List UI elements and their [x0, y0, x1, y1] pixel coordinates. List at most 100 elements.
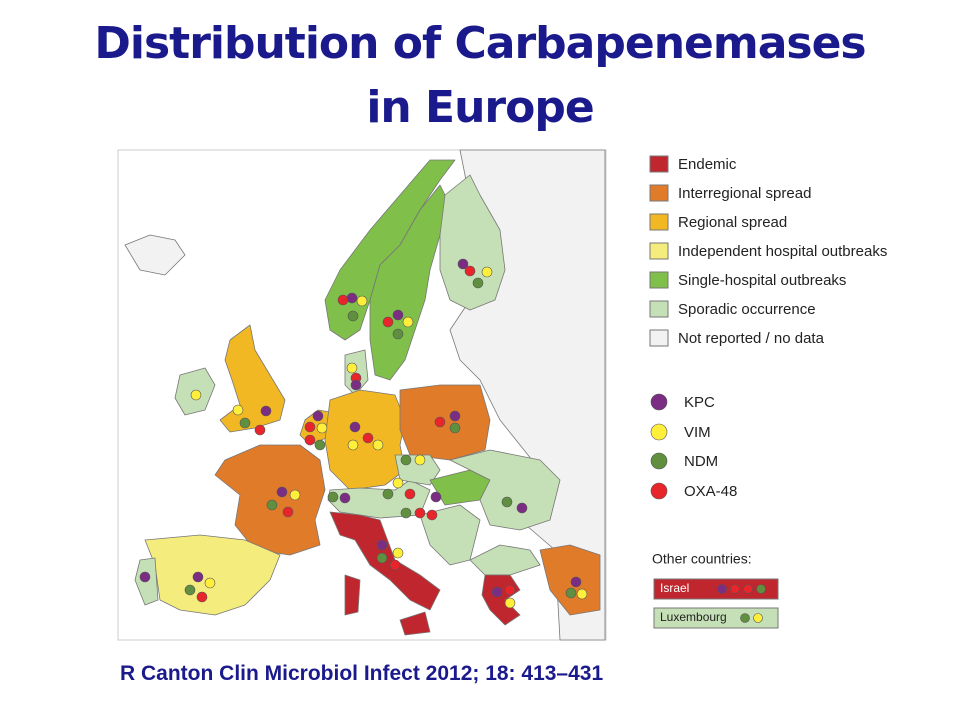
- legend-swatch: [649, 271, 669, 289]
- enzyme-dots: [139, 258, 588, 609]
- enzyme-dot: [400, 507, 412, 519]
- country-label: Israel: [660, 581, 689, 595]
- enzyme-dot: [190, 389, 202, 401]
- enzyme-dot: [392, 309, 404, 321]
- enzyme-dot: [289, 489, 301, 501]
- enzyme-dot: [414, 507, 426, 519]
- enzyme-dot: [426, 509, 438, 521]
- enzyme-dot: [196, 591, 208, 603]
- enzyme-dot: [304, 434, 316, 446]
- enzyme-label: KPC: [684, 394, 715, 411]
- country: [124, 234, 186, 276]
- citation: R Canton Clin Microbiol Infect 2012; 18:…: [120, 662, 604, 685]
- enzyme-dot: [350, 379, 362, 391]
- legend-label: Not reported / no data: [678, 330, 825, 347]
- enzyme-dot: [434, 416, 446, 428]
- enzyme-dot: [312, 410, 324, 422]
- enzyme-dot: [372, 439, 384, 451]
- enzyme-dot: [650, 423, 668, 441]
- enzyme-dot: [139, 571, 151, 583]
- enzyme-dot: [449, 410, 461, 422]
- legend-swatch: [649, 213, 669, 231]
- enzyme-dot: [239, 417, 251, 429]
- enzyme-dot: [400, 454, 412, 466]
- enzyme-dot: [481, 266, 493, 278]
- enzyme-dot: [570, 576, 582, 588]
- legend-swatch: [649, 184, 669, 202]
- legend-label: Independent hospital outbreaks: [678, 243, 887, 260]
- enzyme-dot: [402, 316, 414, 328]
- country-box: [653, 578, 779, 600]
- enzyme-dot: [260, 405, 272, 417]
- legend-label: Interregional spread: [678, 185, 811, 202]
- enzyme-dot: [650, 482, 668, 500]
- slide-title: Distribution of Carbapenemases in Europe: [94, 18, 866, 133]
- enzyme-dot: [337, 294, 349, 306]
- enzyme-dot: [376, 552, 388, 564]
- enzyme-dot: [730, 584, 740, 594]
- enzyme-dot: [349, 421, 361, 433]
- enzyme-label: VIM: [684, 424, 711, 441]
- other-heading: Other countries:: [652, 551, 752, 567]
- enzyme-dot: [464, 265, 476, 277]
- enzyme-dot: [756, 584, 766, 594]
- enzyme-label: NDM: [684, 453, 718, 470]
- country: [399, 611, 431, 636]
- enzyme-dot: [316, 422, 328, 434]
- enzyme-label: OXA-48: [684, 483, 737, 500]
- enzyme-dot: [491, 586, 503, 598]
- legend-swatch: [649, 242, 669, 260]
- country: [344, 574, 361, 616]
- enzyme-dot: [740, 613, 750, 623]
- enzyme-dot: [457, 258, 469, 270]
- enzyme-dot: [565, 587, 577, 599]
- enzyme-dot: [276, 486, 288, 498]
- enzyme-dot: [314, 439, 326, 451]
- country-box: [653, 607, 779, 629]
- enzyme-dot: [254, 424, 266, 436]
- enzyme-dot: [184, 584, 196, 596]
- enzyme-dot: [282, 506, 294, 518]
- enzyme-dot: [339, 492, 351, 504]
- enzyme-dot: [327, 491, 339, 503]
- enzyme-dot: [472, 277, 484, 289]
- country: [344, 349, 369, 396]
- enzyme-dot: [576, 588, 588, 600]
- other-countries: Other countries: Israel Luxembourg: [652, 551, 779, 629]
- legend-swatch: [649, 155, 669, 173]
- enzyme-dot: [376, 539, 388, 551]
- legend-label: Regional spread: [678, 214, 787, 231]
- legend-label: Single-hospital outbreaks: [678, 272, 846, 289]
- enzyme-dot: [392, 547, 404, 559]
- enzyme-dot: [501, 496, 513, 508]
- enzyme-dot: [753, 613, 763, 623]
- legend-label: Endemic: [678, 156, 737, 173]
- legend-swatch: [649, 329, 669, 347]
- enzyme-legend: KPC VIM NDM OXA-48: [650, 393, 737, 500]
- enzyme-dot: [356, 295, 368, 307]
- country: [369, 184, 451, 381]
- country: [144, 534, 281, 616]
- enzyme-dot: [650, 393, 668, 411]
- enzyme-dot: [430, 491, 442, 503]
- enzyme-dot: [266, 499, 278, 511]
- enzyme-dot: [516, 502, 528, 514]
- enzyme-dot: [304, 421, 316, 433]
- enzyme-dot: [346, 292, 358, 304]
- enzyme-dot: [504, 584, 516, 596]
- enzyme-dot: [382, 488, 394, 500]
- enzyme-dot: [232, 404, 244, 416]
- enzyme-dot: [743, 584, 753, 594]
- enzyme-dot: [192, 571, 204, 583]
- country-label: Luxembourg: [660, 610, 727, 624]
- enzyme-dot: [346, 362, 358, 374]
- enzyme-dot: [404, 488, 416, 500]
- legend-swatch: [649, 300, 669, 318]
- enzyme-dot: [392, 328, 404, 340]
- status-legend: Endemic Interregional spread Regional sp…: [649, 155, 887, 347]
- enzyme-dot: [347, 310, 359, 322]
- enzyme-dot: [347, 439, 359, 451]
- enzyme-dot: [362, 432, 374, 444]
